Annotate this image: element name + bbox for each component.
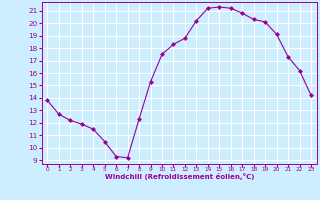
- X-axis label: Windchill (Refroidissement éolien,°C): Windchill (Refroidissement éolien,°C): [105, 173, 254, 180]
